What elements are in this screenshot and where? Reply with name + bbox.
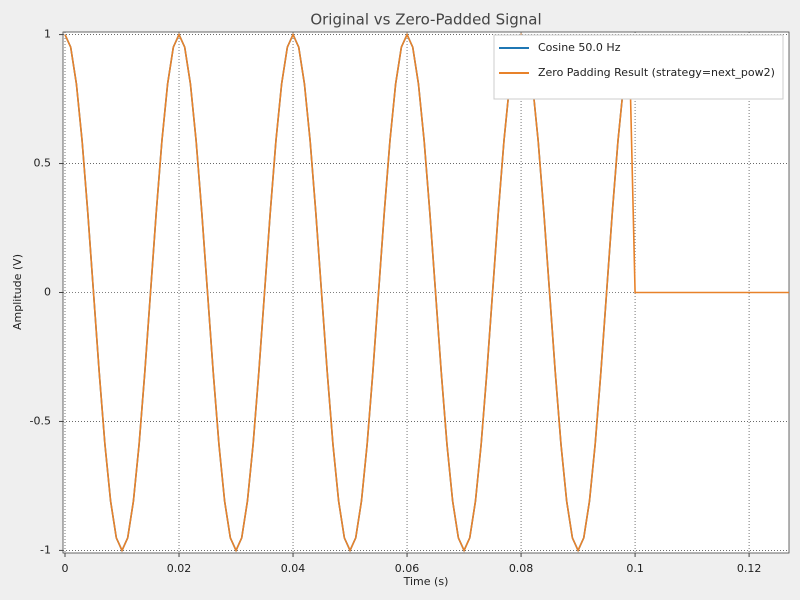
x-tick-label: 0.12 [737,562,762,575]
lines [64,32,789,553]
x-axis-label: Time (s) [403,575,449,588]
y-tick-label: 0 [44,286,51,299]
y-tick-label: 0.5 [34,157,52,170]
x-tick-label: 0.08 [509,562,534,575]
legend-label: Cosine 50.0 Hz [538,41,621,54]
x-tick-label: 0.1 [626,562,644,575]
series-line [64,32,789,553]
legend: Cosine 50.0 Hz Zero Padding Result (strat… [493,34,784,100]
x-tick-label: 0.02 [167,562,192,575]
y-tick-label: -0.5 [30,414,51,427]
y-axis-label: Amplitude (V) [11,254,24,330]
y-tick-label: 1 [44,28,51,41]
y-tick-label: -1 [40,543,51,556]
chart-title: Original vs Zero-Padded Signal [310,11,541,29]
legend-label: Zero Padding Result (strategy=next_pow2) [538,66,775,79]
x-tick-label: 0.04 [281,562,306,575]
x-tick-label: 0.06 [395,562,420,575]
x-tick-label: 0 [62,562,69,575]
legend-box [493,34,784,100]
